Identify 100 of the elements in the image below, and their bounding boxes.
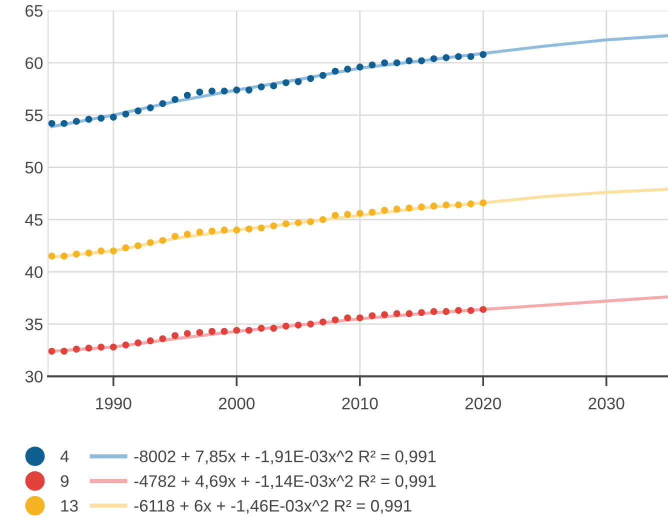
point [356,210,364,217]
point [258,83,265,90]
point [319,72,326,79]
y-tick-label: 50 [25,162,43,174]
legend-label: 4 [60,450,69,462]
point [356,314,364,322]
point [430,202,438,210]
point [467,200,474,208]
point [122,244,130,252]
point [430,55,438,62]
point [467,307,474,314]
point [60,348,68,355]
point [270,324,278,332]
point [233,226,240,234]
point [258,324,265,332]
point [159,335,166,342]
point [406,310,413,318]
point [356,64,364,70]
point [480,199,487,206]
point [233,86,240,94]
point [220,88,228,95]
point [48,120,56,127]
point [159,100,166,108]
point [184,330,191,337]
point [122,341,130,348]
point [307,218,314,226]
point [418,57,425,64]
legend-label: -6118 + 6x + -1,46E-03x^2 R² = 0,991 [134,500,412,514]
y-tick-label: 40 [25,266,43,278]
point [418,309,425,316]
point [430,308,438,315]
y-tick-label: 30 [25,370,43,383]
point [282,322,290,330]
point [134,339,142,346]
point [196,88,204,96]
point [72,346,80,353]
point [282,220,290,228]
point [393,206,400,213]
x-tick-label: 2000 [218,398,255,410]
x-tick-label: 1990 [96,398,132,410]
y-tick-label: 45 [25,214,43,226]
point [258,224,265,232]
point [332,316,339,324]
point [85,116,92,123]
point [220,226,228,234]
point [381,311,388,318]
point [294,78,302,86]
point [270,222,278,230]
point [282,79,290,86]
point [307,320,314,328]
point [480,306,487,313]
point [442,54,450,62]
point [85,344,92,352]
point [455,53,462,60]
point [381,206,388,214]
point [146,104,154,112]
point [270,82,278,90]
point [381,59,388,66]
point [208,228,216,235]
point [442,201,450,208]
point [48,252,56,260]
point [146,337,154,344]
point [319,318,326,326]
point [72,250,80,258]
point [172,232,179,240]
point [172,96,179,103]
point [172,332,179,340]
point [233,326,240,334]
legend-label: 13 [61,500,78,512]
point [196,328,204,336]
point [134,242,142,250]
point [418,204,425,211]
point [294,219,302,226]
point [246,86,252,94]
point [455,307,462,314]
point [307,75,314,82]
x-tick-label: 2010 [342,398,378,410]
point [393,310,400,318]
point [110,247,117,254]
point [332,68,339,75]
point [467,53,474,60]
x-tick-label: 2020 [465,398,502,410]
point [246,226,252,232]
point [60,252,68,260]
point [184,92,191,99]
point [220,328,228,335]
point [332,212,339,219]
point [406,204,413,212]
point [246,326,252,334]
point [98,247,105,254]
point [48,348,56,355]
point [208,88,216,95]
point [134,107,142,114]
point [480,51,487,58]
point [60,120,68,127]
legend-label: 9 [60,475,68,488]
point [85,250,92,256]
point [393,59,400,66]
y-tick-label: 55 [25,110,43,122]
point [344,66,352,73]
